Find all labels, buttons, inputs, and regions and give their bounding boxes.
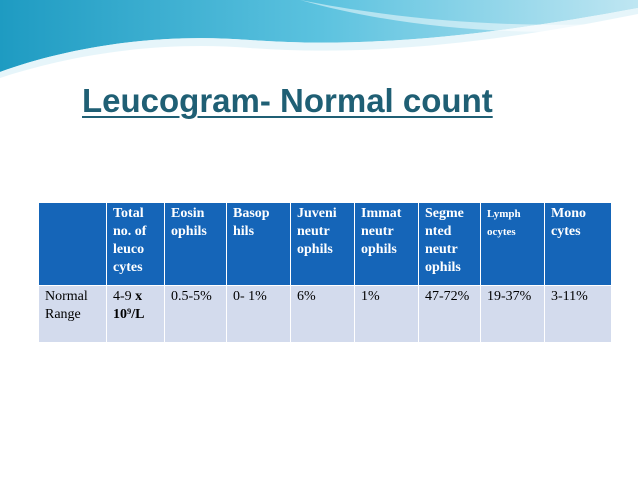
header-eosinophils: Eosin ophils — [164, 202, 227, 286]
row-label: Normal Range — [38, 285, 107, 343]
header-wave-decoration — [0, 0, 638, 78]
cell-immature-neutrophils: 1% — [354, 285, 419, 343]
cell-juvenile-neutrophils: 6% — [290, 285, 355, 343]
header-juvenile-neutrophils: Juveni neutr ophils — [290, 202, 355, 286]
leucogram-table: Total no. of leuco cytes Eosin ophils Ba… — [38, 202, 612, 343]
cell-lymphocytes: 19-37% — [480, 285, 545, 343]
total-prefix: 4-9 — [113, 289, 132, 304]
table-header-row: Total no. of leuco cytes Eosin ophils Ba… — [38, 202, 612, 286]
cell-basophils: 0- 1% — [226, 285, 291, 343]
table-row: Normal Range 4-9 x 10⁹/L 0.5-5% 0- 1% 6%… — [38, 285, 612, 343]
cell-total-leucocytes: 4-9 x 10⁹/L — [106, 285, 165, 343]
header-monocytes: Mono cytes — [544, 202, 612, 286]
cell-segmented-neutrophils: 47-72% — [418, 285, 481, 343]
header-lymphocytes: Lymph ocytes — [480, 202, 545, 286]
total-suffix: x 10⁹/L — [113, 289, 145, 322]
header-total-leucocytes: Total no. of leuco cytes — [106, 202, 165, 286]
header-segmented-neutrophils: Segme nted neutr ophils — [418, 202, 481, 286]
slide-title: Leucogram- Normal count — [82, 82, 493, 119]
header-basophils: Basop hils — [226, 202, 291, 286]
header-cell-empty — [38, 202, 107, 286]
header-immature-neutrophils: Immat neutr ophils — [354, 202, 419, 286]
cell-monocytes: 3-11% — [544, 285, 612, 343]
cell-eosinophils: 0.5-5% — [164, 285, 227, 343]
